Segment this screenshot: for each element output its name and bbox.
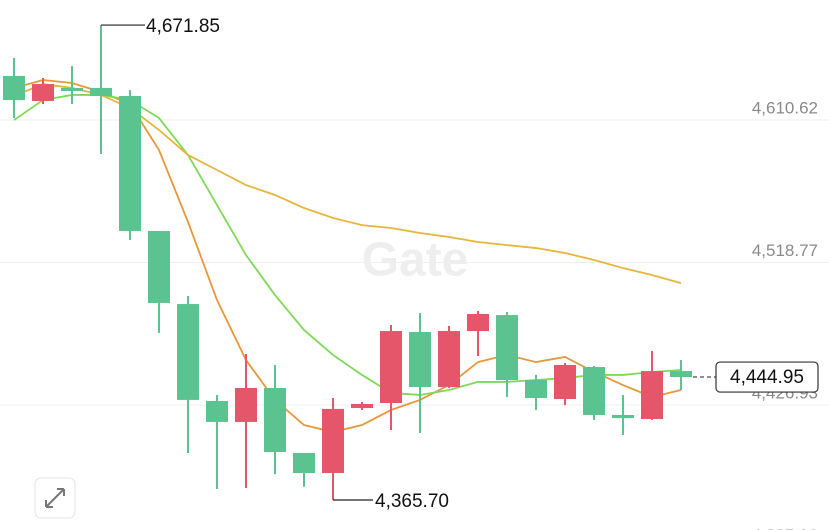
expand-button[interactable] [34,477,76,519]
candle-body [322,408,344,473]
candle-body [409,331,431,388]
y-tick-label: 4,335.08 [752,526,818,530]
ma-line [13,83,682,284]
candle-body [264,387,286,453]
candle-body [61,87,83,92]
candle-body [612,414,634,419]
candle-body [641,371,663,420]
candle-body [670,371,692,378]
candle-body [235,387,257,422]
candle-body [206,401,228,422]
y-tick-label: 4,518.77 [752,241,818,260]
candle-body [148,230,170,303]
candle-body [380,331,402,404]
candle-body [293,452,315,473]
watermark: Gate [362,234,469,287]
candle-body [583,367,605,415]
last-price-box [715,361,819,393]
expand-icon[interactable] [45,488,65,508]
candle-body [90,87,112,97]
ma-line [13,94,682,396]
candle-body [177,304,199,400]
low-label: 4,365.70 [375,491,449,512]
candle-body [3,76,25,101]
candle-body [32,84,54,101]
y-tick-label: 4,610.62 [752,99,818,118]
candle-body [467,313,489,332]
candle-body [119,96,141,231]
candle-body [554,365,576,399]
candle-body [351,403,373,408]
candle-body [525,380,547,399]
candle-body [438,331,460,388]
candle-body [496,315,518,381]
last-price-label: 4,444.95 [730,367,804,388]
high-label: 4,671.85 [146,16,220,37]
